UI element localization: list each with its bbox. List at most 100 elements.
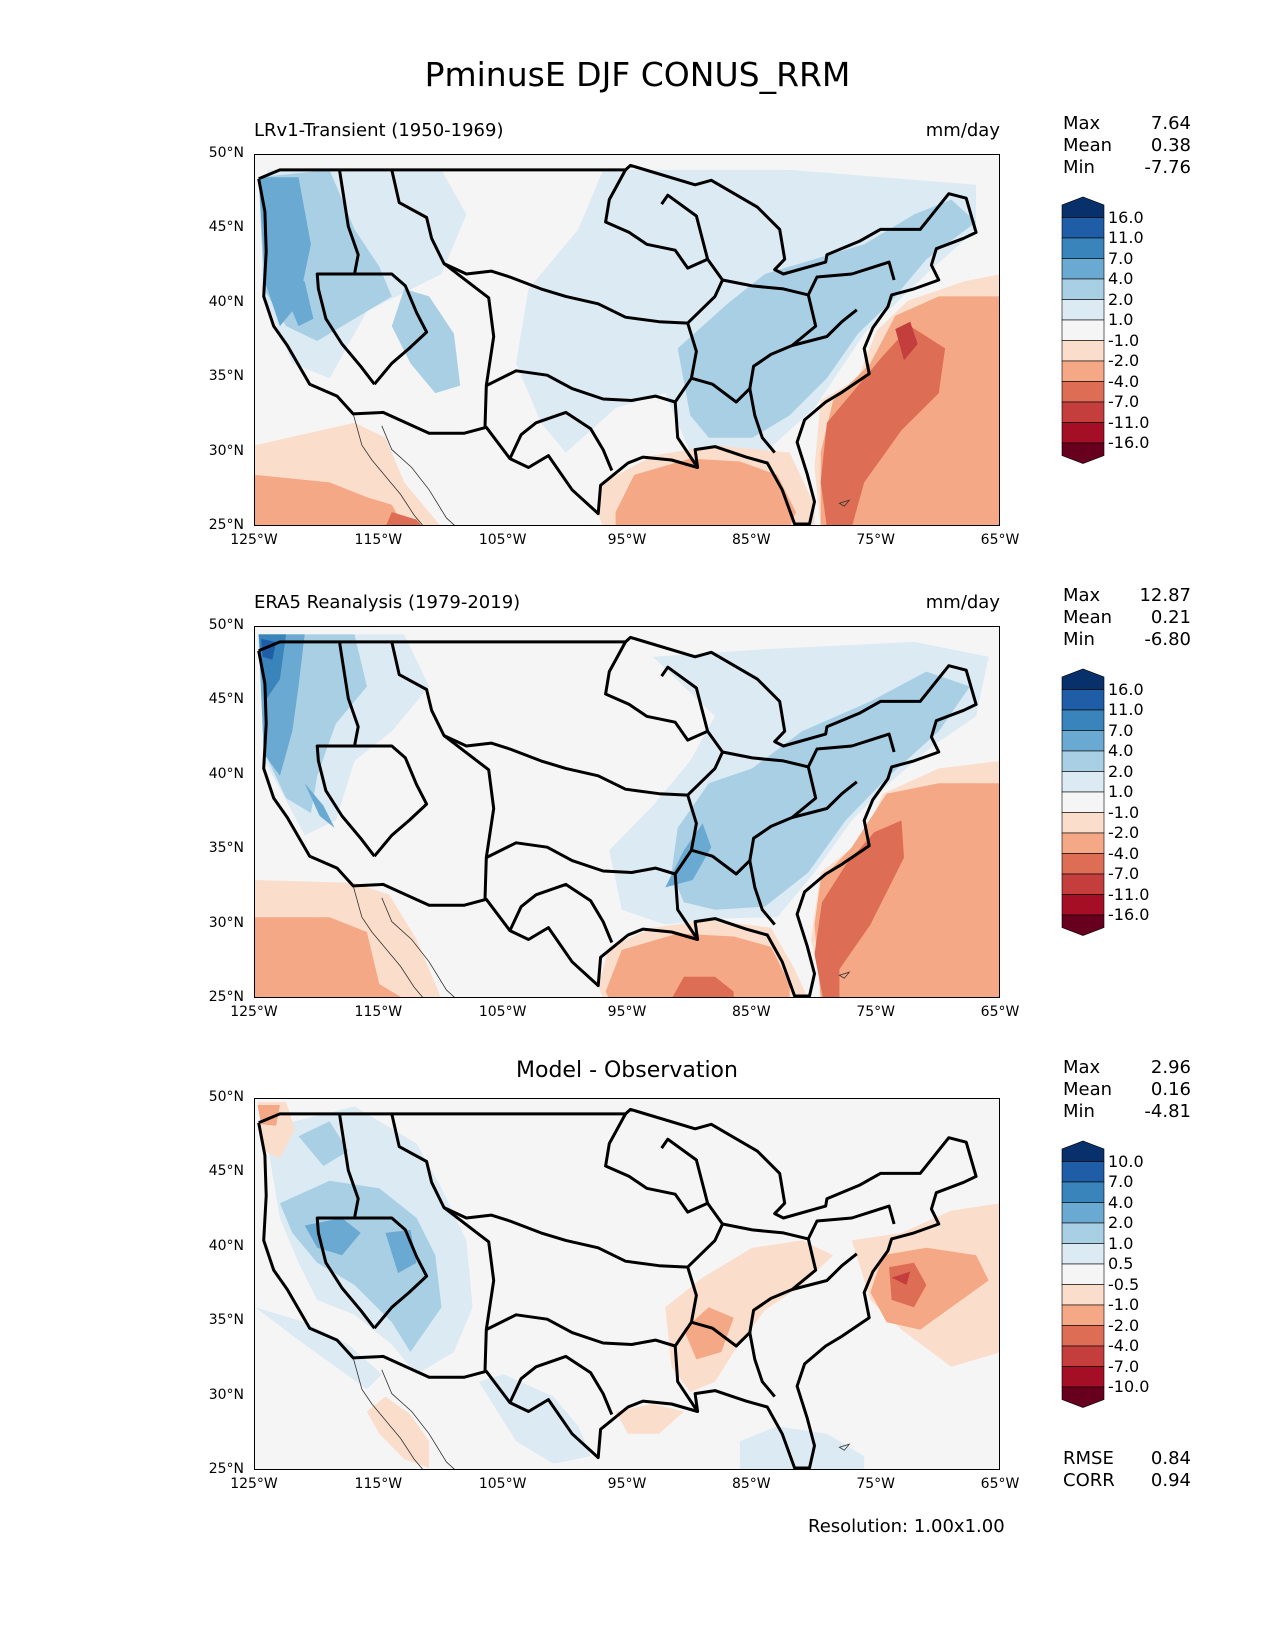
colorbar-segment — [1061, 360, 1105, 382]
stat-row: Max 2.96 — [1063, 1057, 1191, 1079]
colorbar-level-label: 4.0 — [1108, 269, 1134, 288]
basin-boundary — [748, 1332, 776, 1398]
contour-region-neg7 — [891, 1271, 911, 1285]
basin-boundary — [354, 1216, 429, 1330]
colorbar-level-label: -11.0 — [1108, 412, 1150, 432]
bahamas-outline — [838, 971, 851, 979]
mexico-coastline — [381, 425, 455, 525]
colorbar-level-label: 1.0 — [1108, 310, 1134, 329]
basin-boundary — [690, 1238, 818, 1348]
basin-boundary — [748, 388, 776, 454]
colorbar-segment — [1061, 340, 1105, 362]
contour-region-pos2 — [391, 288, 461, 394]
lat-tick-label: 35°N — [208, 840, 244, 857]
map-plot — [254, 154, 1000, 526]
colorbar-segment — [1061, 1222, 1105, 1244]
resolution-label: Resolution: 1.00x1.00 — [808, 1516, 1005, 1537]
colorbar-top-extend — [1061, 668, 1105, 690]
conus-outline — [257, 1107, 978, 1469]
basin-boundary — [690, 294, 818, 404]
lon-tick-label: 85°W — [731, 1004, 771, 1020]
colorbar-segment — [1061, 1284, 1105, 1306]
basin-boundary — [443, 262, 688, 325]
colorbar-level-label: -7.0 — [1108, 392, 1140, 411]
lat-tick-label: 45°N — [208, 691, 244, 708]
colorbar-segment — [1061, 873, 1105, 895]
colorbar-segment — [1061, 853, 1105, 875]
lat-tick-label: 45°N — [208, 219, 244, 236]
colorbar-level-label: 11.0 — [1108, 700, 1144, 719]
panel-title: LRv1-Transient (1950-1969) — [254, 120, 504, 141]
lon-tick-label: 115°W — [354, 532, 403, 548]
colorbar-level-label: 1.0 — [1108, 1233, 1134, 1253]
contour-region-neg1 — [615, 1404, 684, 1434]
colorbar-level-label: -1.0 — [1108, 1295, 1140, 1314]
colorbar-segment — [1061, 278, 1105, 300]
lon-tick-label: 75°W — [856, 1476, 895, 1492]
basin-boundary — [604, 169, 709, 270]
basin-boundary — [485, 1313, 676, 1348]
lon-tick-label: 125°W — [230, 1476, 278, 1492]
basin-boundary — [443, 1206, 688, 1269]
colorbar-segment — [1061, 1366, 1105, 1388]
lon-tick-label: 85°W — [731, 1476, 771, 1492]
stat-row: Max 7.64 — [1063, 113, 1191, 135]
lat-tick-label: 40°N — [208, 293, 244, 310]
colorbar-segment — [1061, 791, 1105, 813]
basin-boundary — [315, 169, 376, 386]
lat-tick-label: 30°N — [208, 1386, 244, 1403]
lat-tick-label: 45°N — [208, 1163, 244, 1180]
stat-label: Min — [1063, 629, 1095, 650]
error-stats: RMSE 0.84 CORR 0.94 — [1063, 1448, 1191, 1492]
basin-boundary — [604, 641, 709, 742]
colorbar-level-label: -11.0 — [1108, 884, 1150, 904]
basin-boundary — [722, 732, 896, 769]
contour-region-neg2 — [605, 933, 790, 997]
colorbar-segment — [1061, 1263, 1105, 1285]
map-plot — [254, 626, 1000, 998]
colorbar-segment — [1061, 1345, 1105, 1367]
colorbar-level-label: 16.0 — [1108, 207, 1144, 227]
contour-region-neg4 — [889, 1262, 927, 1308]
stat-row: RMSE 0.84 — [1063, 1448, 1191, 1470]
colorbar-level-label: -16.0 — [1108, 905, 1150, 924]
basin-boundary — [390, 1113, 496, 1372]
colorbar-level-label: -2.0 — [1108, 351, 1140, 370]
mexico-coastline — [352, 413, 423, 525]
stat-label: Mean — [1063, 607, 1113, 628]
stat-value: 0.21 — [1150, 607, 1191, 628]
contour-region-neg2 — [615, 458, 796, 525]
lon-tick-label: 65°W — [980, 1476, 1020, 1492]
colorbar-level-label: -2.0 — [1108, 1315, 1140, 1335]
lon-tick-label: 85°W — [731, 532, 771, 548]
colorbar-segment — [1061, 217, 1105, 239]
colorbar-segment — [1061, 832, 1105, 854]
colorbar-level-label: -1.0 — [1108, 330, 1140, 350]
colorbar-segment — [1061, 1202, 1105, 1224]
colorbar-segment — [1061, 381, 1105, 403]
stat-label: CORR — [1063, 1470, 1115, 1491]
colorbar-level-label: 7.0 — [1108, 1172, 1134, 1191]
lat-tick-label: 25°N — [208, 989, 244, 1005]
basin-boundary — [390, 641, 496, 900]
basin-boundary — [354, 272, 429, 386]
colorbar-segment — [1061, 299, 1105, 321]
basin-boundary — [722, 1204, 896, 1241]
lon-tick-label: 125°W — [230, 532, 278, 548]
stat-label: Max — [1063, 113, 1101, 134]
basin-boundary — [722, 260, 896, 297]
colorbar-segment — [1061, 1161, 1105, 1183]
stat-label: Min — [1063, 157, 1095, 178]
lat-tick-label: 50°N — [208, 145, 244, 161]
stat-value: -6.80 — [1144, 629, 1191, 650]
lon-tick-label: 95°W — [607, 1004, 647, 1020]
colorbar-level-label: 10.0 — [1108, 1151, 1144, 1171]
stat-value: 0.38 — [1150, 135, 1191, 156]
stat-row: Min -4.81 — [1063, 1101, 1191, 1123]
panel-title: Model - Observation — [516, 1058, 738, 1083]
lon-tick-label: 115°W — [354, 1476, 403, 1492]
panel-title: ERA5 Reanalysis (1979-2019) — [254, 592, 521, 613]
colorbar-segment — [1061, 1181, 1105, 1203]
contour-region-neg4 — [386, 512, 422, 525]
basin-boundary — [791, 1252, 858, 1291]
